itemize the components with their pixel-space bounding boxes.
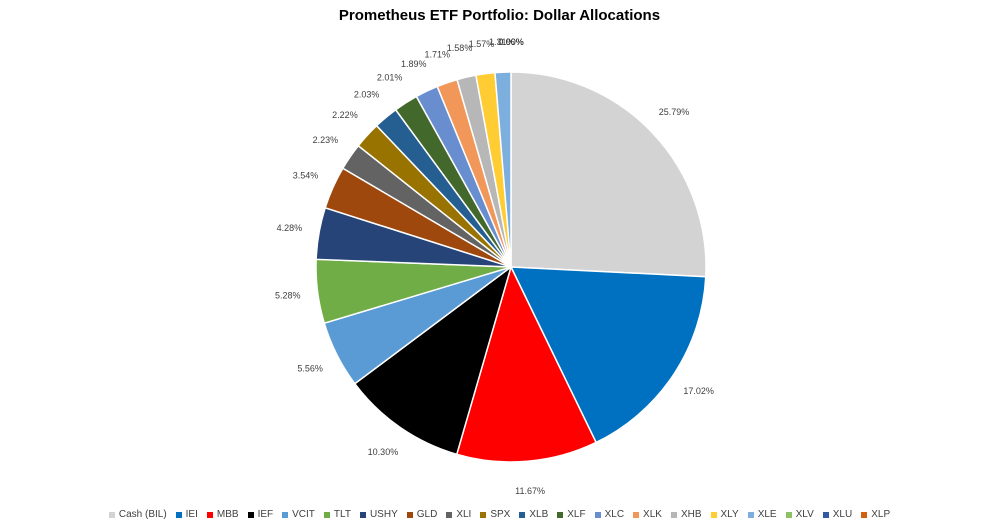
data-label-xlf: 2.01%: [377, 73, 403, 83]
data-label-xlk: 1.71%: [424, 49, 450, 59]
legend-item-xlu: XLU: [822, 509, 853, 520]
legend-swatch: [359, 511, 366, 518]
data-label-spx: 2.22%: [332, 110, 358, 120]
legend-swatch: [247, 511, 254, 518]
legend-swatch: [747, 511, 754, 518]
data-label-xlp: 0.00%: [498, 37, 524, 47]
legend-label: XLE: [757, 509, 777, 520]
legend-label: SPX: [490, 509, 511, 520]
legend-label: XLP: [871, 509, 891, 520]
chart-title: Prometheus ETF Portfolio: Dollar Allocat…: [338, 7, 661, 24]
legend-item-xlk: XLK: [633, 509, 662, 520]
data-label-xlb: 2.03%: [354, 89, 380, 99]
legend-label: IEF: [257, 509, 274, 520]
legend-item-xly: XLY: [710, 509, 739, 520]
legend-item-xhb: XHB: [670, 509, 702, 520]
legend-swatch: [633, 511, 640, 518]
data-label-xlc: 1.89%: [401, 59, 427, 69]
legend-item-tlt: TLT: [323, 509, 351, 520]
pie-slice-cash-bil: [510, 71, 707, 278]
data-label-ief: 10.30%: [368, 447, 399, 457]
data-label-xlu: 0.00%: [498, 37, 524, 47]
legend-label: XLB: [529, 509, 549, 520]
data-label-vcit: 5.56%: [297, 363, 323, 373]
legend-item-mbb: MBB: [206, 509, 239, 520]
legend-label: XHB: [680, 509, 702, 520]
legend-label: XLK: [643, 509, 662, 520]
data-label-iei: 17.02%: [683, 386, 714, 396]
data-label-ushy: 4.28%: [277, 223, 303, 233]
legend-swatch: [206, 511, 213, 518]
data-label-gld: 3.54%: [293, 170, 319, 180]
legend-swatch: [282, 511, 289, 518]
legend-swatch: [861, 511, 868, 518]
legend-swatch: [785, 511, 792, 518]
data-label-mbb: 11.67%: [515, 486, 545, 496]
legend-label: Cash (BIL): [118, 509, 167, 520]
legend-swatch: [175, 511, 182, 518]
legend-swatch: [670, 511, 677, 518]
legend-item-xlc: XLC: [594, 509, 625, 520]
data-label-xly: 1.57%: [469, 39, 495, 49]
legend-swatch: [710, 511, 717, 518]
legend-item-vcit: VCIT: [282, 509, 315, 520]
legend-swatch: [480, 511, 487, 518]
pie-slice-iei: [509, 266, 707, 444]
legend-item-gld: GLD: [406, 509, 438, 520]
legend-item-iei: IEI: [175, 509, 198, 520]
data-label-xhb: 1.58%: [447, 43, 473, 53]
legend-item-xlf: XLF: [557, 509, 586, 520]
legend-label: XLC: [604, 509, 625, 520]
chart-legend: Cash (BIL) IEI MBB IEF VCIT TLT USHY GLD XLI SPX X…: [0, 509, 999, 520]
legend-label: TLT: [333, 509, 351, 520]
legend-label: XLY: [720, 509, 739, 520]
legend-label: XLF: [567, 509, 586, 520]
legend-label: XLU: [832, 509, 853, 520]
data-label-xli: 2.23%: [313, 135, 339, 145]
pie-chart: 25.79% 17.02% 11.67% 10.30% 5.56% 5.28% 4.28% 3…: [275, 37, 714, 496]
legend-swatch: [594, 511, 601, 518]
data-label-tlt: 5.28%: [275, 290, 301, 300]
pie-slice-mbb: [455, 264, 598, 463]
legend-item-spx: SPX: [480, 509, 510, 520]
legend-swatch: [822, 511, 829, 518]
legend-label: XLI: [456, 509, 472, 520]
legend-swatch: [557, 511, 564, 518]
legend-label: XLV: [795, 509, 814, 520]
legend-item-ushy: USHY: [359, 509, 398, 520]
legend-item-xlv: XLV: [785, 509, 814, 520]
legend-label: USHY: [369, 509, 398, 520]
legend-swatch: [406, 511, 413, 518]
pie-slice-xle: [494, 71, 512, 268]
legend-swatch: [108, 511, 115, 518]
legend-item-cash-bil: Cash (BIL): [108, 509, 167, 520]
legend-swatch: [519, 511, 526, 518]
legend-item-xle: XLE: [747, 509, 777, 520]
data-label-xlv: 0.00%: [498, 37, 524, 47]
pie-slice-ief: [353, 265, 513, 456]
data-label-xle: 1.31%: [489, 37, 515, 47]
legend-item-xlp: XLP: [861, 509, 890, 520]
legend-swatch: [323, 511, 330, 518]
legend-label: MBB: [216, 509, 239, 520]
legend-item-xlb: XLB: [519, 509, 548, 520]
data-label-cash-bil: 25.79%: [659, 107, 690, 117]
legend-item-ief: IEF: [247, 509, 274, 520]
legend-label: GLD: [416, 509, 438, 520]
legend-item-xli: XLI: [446, 509, 471, 520]
legend-label: IEI: [185, 509, 198, 520]
legend-label: VCIT: [292, 509, 315, 520]
legend-swatch: [446, 511, 453, 518]
